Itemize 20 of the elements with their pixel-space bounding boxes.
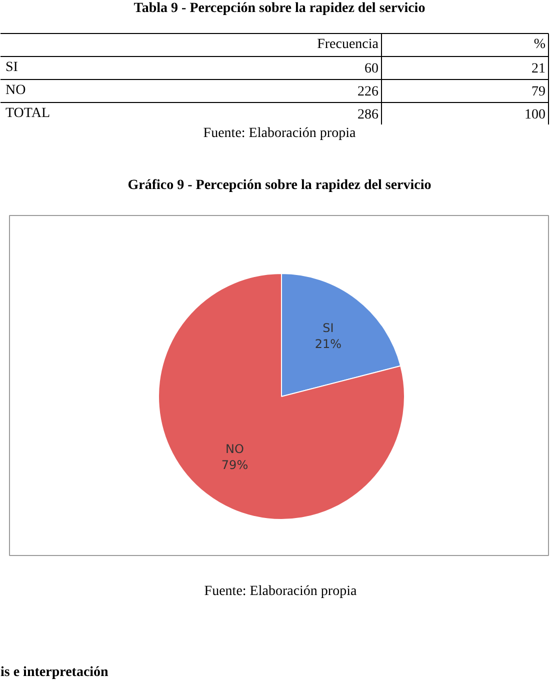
chart-title: Gráfico 9 - Percepción sobre la rapidez del servicio (128, 178, 432, 193)
text: is e interpretación (0, 665, 109, 680)
text: NO (6, 83, 26, 98)
slice-label: SI (322, 321, 334, 336)
text: % (534, 37, 546, 52)
text: 79 (532, 84, 546, 100)
source-note: Fuente: Elaboración propia (204, 584, 358, 599)
text: Tabla 9 - Percepción sobre la rapidez del servicio (134, 1, 426, 16)
data-label: 79% (221, 458, 248, 472)
text: 286 (358, 108, 378, 122)
text: 21 (532, 62, 546, 76)
source-note: Fuente: Elaboración propia (203, 126, 356, 141)
data-label: 21% (314, 337, 342, 352)
text: SI (6, 60, 18, 75)
text: 100 (524, 108, 546, 122)
slice-label: NO (226, 442, 244, 456)
text: Frecuencia (317, 37, 380, 52)
text: 60 (364, 62, 378, 76)
text: 226 (358, 84, 378, 100)
text: TOTAL (6, 106, 50, 121)
